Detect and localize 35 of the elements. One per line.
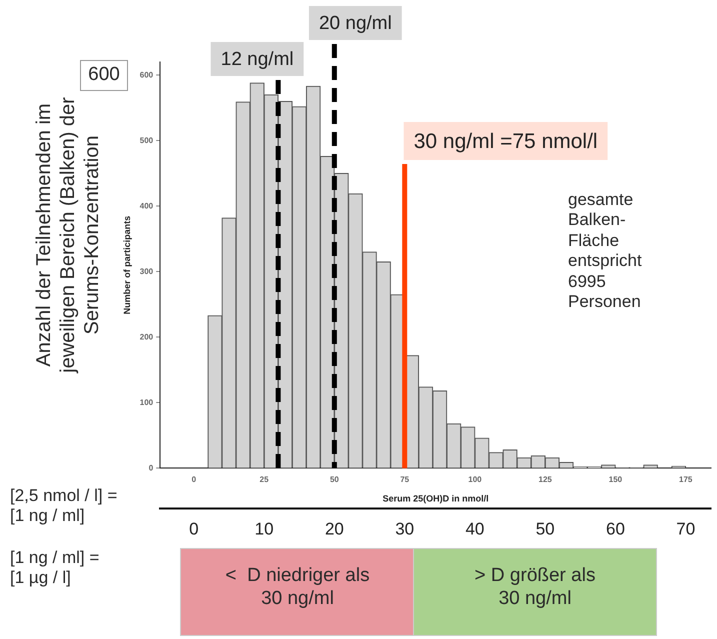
text: 600 (80, 60, 128, 91)
x-tick-label: 125 (538, 475, 552, 484)
x2-tick-label: 40 (465, 519, 484, 538)
x2-tick-label: 0 (189, 519, 199, 538)
y-tick-label: 100 (140, 398, 154, 407)
y-axis-title: Number of participants (122, 216, 132, 314)
ref-line-label: 12 ng/ml (220, 49, 294, 70)
ref-line-label: 20 ng/ml (318, 13, 392, 34)
y-tick-label: 500 (140, 136, 154, 145)
y-tick-label: 400 (140, 201, 154, 210)
text: < D niedriger als 30 ng/ml (180, 548, 415, 636)
x-tick-label: 0 (192, 475, 197, 484)
text: > D größer als 30 ng/ml (413, 548, 657, 636)
x2-tick-label: 20 (324, 519, 344, 538)
x-tick-label: 25 (260, 475, 270, 484)
annotation: gesamte Balken-Fläche entspricht 6995 Personen (568, 190, 643, 312)
x-tick-label: 50 (330, 475, 340, 484)
text: [1 ng / ml] = [1 µg / l] (10, 548, 100, 589)
y-tick-label: 600 (140, 70, 154, 80)
text: [2,5 nmol / l] = [1 ng / ml] (10, 486, 118, 527)
text: Anzahl der Teilnehmenden im jeweiligen Bereich (Balken) der Serums-Konzentration (32, 96, 104, 375)
ref-line-label: 30 ng/ml =75 nmol/l (414, 130, 598, 153)
x-tick-label: 150 (608, 475, 623, 484)
x2-tick-label: 10 (254, 519, 274, 538)
x2-tick-label: 50 (536, 519, 555, 538)
x2-tick-label: 70 (676, 519, 696, 538)
x-tick-label: 100 (468, 475, 482, 484)
y-tick-label: 300 (140, 266, 154, 276)
y-tick-label: 200 (140, 332, 154, 342)
x-tick-label: 175 (679, 475, 693, 484)
x-tick-label: 75 (400, 475, 410, 484)
x2-tick-label: 60 (606, 519, 625, 538)
y-tick-label: 0 (148, 463, 154, 472)
x2-tick-label: 30 (395, 519, 414, 538)
x-axis-title: Serum 25(OH)D in nmol/l (382, 494, 489, 504)
